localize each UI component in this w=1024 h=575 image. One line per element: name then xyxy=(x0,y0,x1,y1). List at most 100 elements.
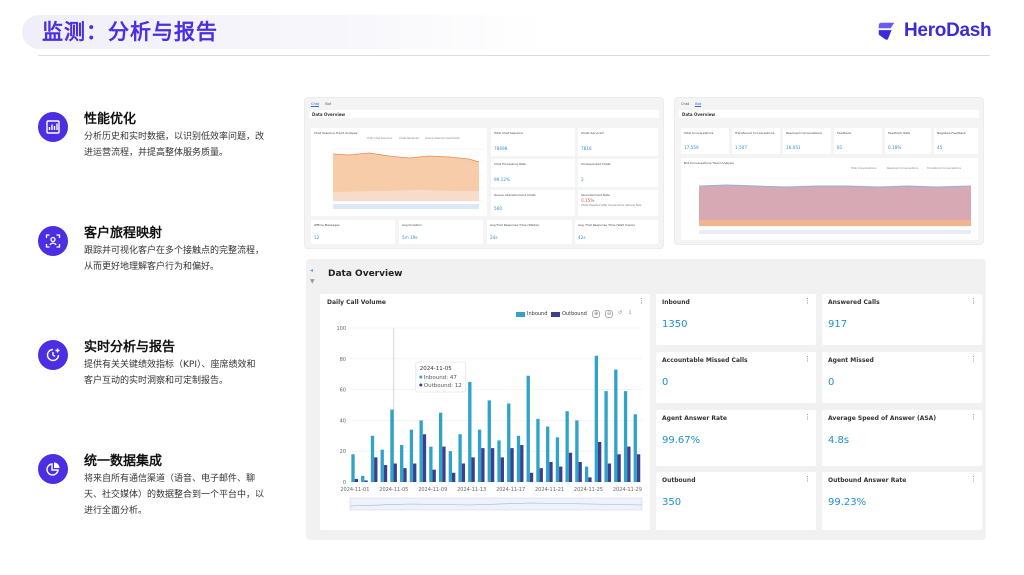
filter-icon[interactable]: ▼ xyxy=(310,278,315,285)
kpi-card-asa: Average Speed of Answer (ASA) ⋮ 4.8s xyxy=(822,410,982,466)
tooltip-outbound-dot xyxy=(419,383,423,387)
card-label: Resolved Conversations xyxy=(786,131,822,135)
avg-duration-card: Avg Duration 5m 19s xyxy=(399,220,483,244)
inbound-bar xyxy=(390,409,394,482)
daily-call-volume-card: Daily Call Volume ⋮ Inbound Outbound ⊕ ⊖… xyxy=(320,294,650,530)
chart-title: Daily Call Volume xyxy=(327,299,386,306)
card-label: Avg. First Response Time (Wait Users) xyxy=(578,223,635,227)
kpi-label: Answered Calls xyxy=(828,299,880,306)
card-subtext: Chats Expelled After Consecutive Interva… xyxy=(581,204,642,207)
kpi-value: 4.8s xyxy=(828,435,850,446)
tab-chat[interactable]: Chat xyxy=(311,102,320,107)
outbound-bar xyxy=(422,434,427,482)
title-divider xyxy=(38,55,990,56)
x-tick-label: 2024-11-05 xyxy=(379,487,408,493)
outbound-bar xyxy=(559,466,563,482)
chart-title: Bot Conversations Trend Analysis xyxy=(684,161,734,165)
zoom-out-icon[interactable]: ⊖ xyxy=(605,310,614,318)
more-icon[interactable]: ⋮ xyxy=(970,413,977,421)
more-icon[interactable]: ⋮ xyxy=(970,355,977,363)
outbound-bar xyxy=(520,445,524,482)
y-tick-label: 40 xyxy=(340,418,346,424)
inbound-bar xyxy=(575,420,579,482)
kpi-label: Agent Missed xyxy=(828,357,874,364)
outbound-bar xyxy=(539,468,543,482)
total-conversations-card: Total Conversations 17,559 xyxy=(681,128,729,154)
x-tick-label: 2024-11-21 xyxy=(535,487,564,493)
mini-header: Data Overview xyxy=(309,110,659,118)
download-icon[interactable]: ⇩ xyxy=(628,310,633,316)
outbound-bar xyxy=(510,448,514,482)
kpi-value: 350 xyxy=(662,497,682,508)
inbound-bar xyxy=(400,445,404,482)
inbound-bar xyxy=(516,435,521,482)
y-tick-label: 20 xyxy=(340,449,346,455)
kpi-label: Outbound Answer Rate xyxy=(828,477,907,484)
kpi-value: 99.67% xyxy=(662,435,701,446)
more-icon[interactable]: ⋮ xyxy=(804,413,811,421)
tooltip-inbound-dot xyxy=(419,375,423,379)
chats-serviced-card: Chats Serviced 7816 xyxy=(578,128,658,156)
inbound-bar xyxy=(438,412,443,482)
outbound-bar xyxy=(481,448,485,482)
card-value: 42s xyxy=(578,235,586,240)
card-label: Abandonment Rate xyxy=(581,193,611,197)
inbound-bar xyxy=(536,418,540,482)
legend-outbound[interactable]: Outbound xyxy=(551,311,587,317)
x-tick-label: 2024-11-09 xyxy=(418,487,447,493)
feature-title: 统一数据集成 xyxy=(84,454,163,469)
avg-first-response-users-card: Avg. First Response Time (Wait Users) 42… xyxy=(575,220,658,244)
card-value: 16,051 xyxy=(786,145,801,150)
customer-scan-icon xyxy=(38,226,68,256)
tab-bot[interactable]: Bot xyxy=(325,102,332,106)
restore-icon[interactable]: ↺ xyxy=(618,310,623,316)
inbound-bar xyxy=(565,411,569,482)
more-icon[interactable]: ⋮ xyxy=(804,297,811,305)
feedback-rate-card: Feedback Rate 0.18% xyxy=(885,128,931,154)
abandonment-rate-card: Abandonment Rate 0.15% Chats Expelled Af… xyxy=(578,190,658,216)
outbound-bar xyxy=(374,457,378,482)
inbound-bar xyxy=(555,437,560,482)
zoom-in-icon[interactable]: ⊕ xyxy=(592,310,601,318)
kpi-label: Accountable Missed Calls xyxy=(662,357,748,364)
more-icon[interactable]: ⋮ xyxy=(804,475,811,483)
feature-title: 性能优化 xyxy=(84,112,137,127)
inbound-bar xyxy=(351,454,355,482)
mini-tabs: Chat Bot xyxy=(311,102,331,107)
tab-bot[interactable]: Bot xyxy=(695,102,702,107)
tooltip-date: 2024-11-05 xyxy=(420,366,452,372)
main-title: Data Overview xyxy=(328,269,403,279)
kpi-label: Average Speed of Answer (ASA) xyxy=(828,415,937,422)
card-label: Feedback Rate xyxy=(888,131,911,135)
inbound-bar xyxy=(614,369,618,482)
bar-chart-svg: 0 20 40 60 80 100 2024-11-01 2024-11-05 2024-11-… xyxy=(336,326,643,511)
x-tick-label: 2024-11-25 xyxy=(574,487,603,493)
more-icon[interactable]: ⋮ xyxy=(804,355,811,363)
collapse-icon[interactable]: ◂ xyxy=(310,267,314,274)
tab-chat[interactable]: Chat xyxy=(681,102,690,106)
chat-dashboard-screenshot: Chat Bot Data Overview Chat Sessions Tre… xyxy=(305,98,663,248)
feature-desc: 跟踪并可视化客户在多个接触点的完整流程，从而更好地理解客户行为和偏好。 xyxy=(84,246,265,272)
card-value: 99.12% xyxy=(494,177,510,182)
inbound-bar xyxy=(409,429,414,482)
more-icon[interactable]: ⋮ xyxy=(970,475,977,483)
total-chat-sessions-card: Total Chat Sessions 78698 xyxy=(491,128,575,156)
bot-dashboard-screenshot: Chat Bot Data Overview Total Conversatio… xyxy=(675,98,983,244)
y-tick-label: 80 xyxy=(340,357,346,363)
tooltip-box xyxy=(415,361,467,393)
card-label: Avg First Response Time (Waiter) xyxy=(490,223,540,227)
legend-inbound[interactable]: Inbound xyxy=(516,311,547,317)
call-dashboard-screenshot: ◂ ▼ Data Overview Daily Call Volume ⋮ In… xyxy=(306,259,986,540)
card-value: 78698 xyxy=(494,146,508,151)
more-icon[interactable]: ⋮ xyxy=(638,297,645,305)
card-value: 1,507 xyxy=(735,145,747,150)
outbound-bar xyxy=(529,472,534,482)
more-icon[interactable]: ⋮ xyxy=(970,297,977,305)
legend-item: Queue Abandonment Rate xyxy=(425,137,460,140)
inbound-bar xyxy=(419,420,423,482)
pie-chart-icon xyxy=(38,454,68,484)
inbound-swatch xyxy=(516,311,525,317)
outbound-bar xyxy=(636,454,641,482)
inbound-bar xyxy=(448,451,453,482)
